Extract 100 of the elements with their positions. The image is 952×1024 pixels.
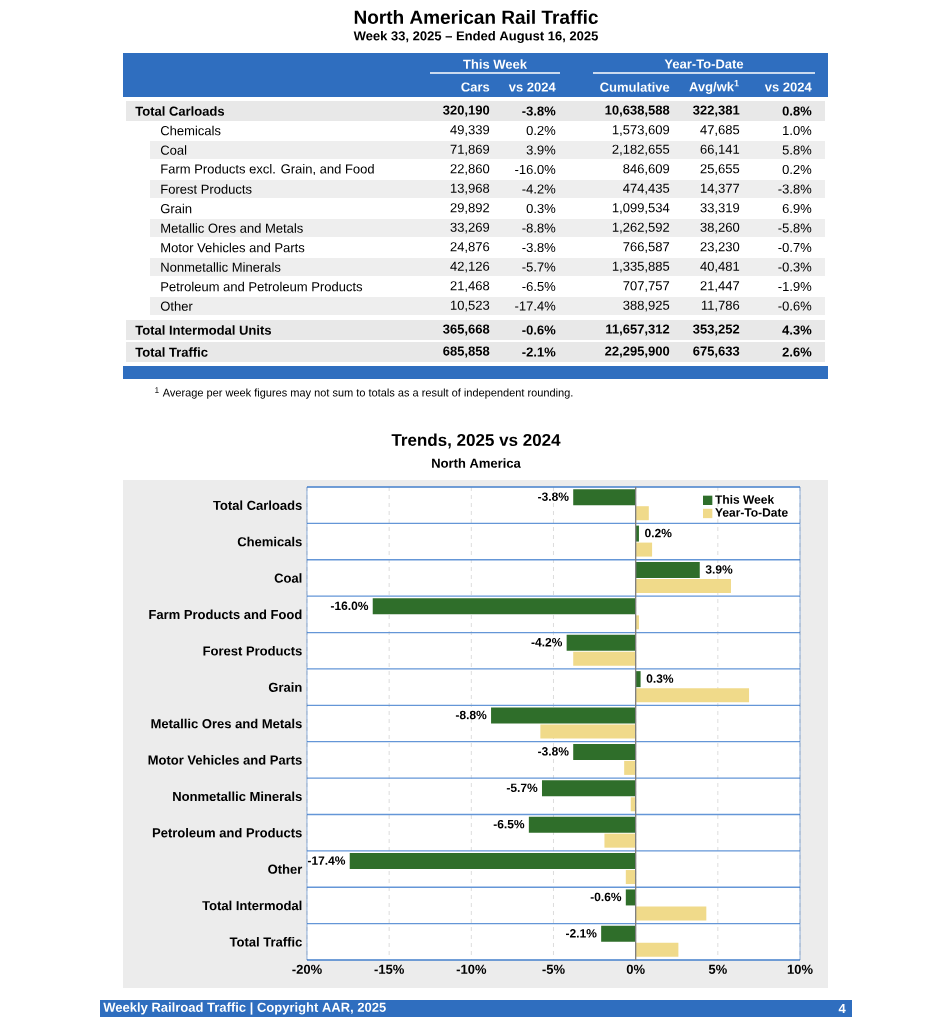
text: Year-To-Date [664,59,744,69]
text: 49,339 [450,125,490,136]
text: -5.8% [778,223,812,233]
text: -5.7% [522,262,556,272]
text: 846,609 [623,164,670,175]
y-tick-label: Coal [274,573,302,583]
text: -2.1% [522,347,556,357]
y-tick-label: Petroleum and Products [152,827,302,838]
text: 1.0% [783,125,812,136]
text: $^{1}$ Average per week figures may not sum to totals as a result of independent rounding. [155,387,573,399]
category-label: Petroleum and Petroleum Products [161,281,363,292]
text: 13,968 [450,183,490,195]
bar [601,925,636,942]
text: 0.8% [782,106,812,116]
text: 25,655 [700,164,740,175]
x-tick-label: -5% [542,964,565,974]
bar [635,671,641,688]
bar [624,760,636,775]
text: 675,633 [693,346,740,358]
text: 33,269 [450,222,490,234]
data-label: -2.1% [566,929,597,938]
text: 1,099,534 [612,203,670,214]
text: 707,757 [623,281,670,292]
text: -17.4% [515,301,556,311]
category-label: Farm Products excl. Grain, and Food [161,163,374,176]
y-tick-label: Other [268,864,303,874]
text: 4 [838,1004,846,1013]
text: 23,230 [700,242,740,253]
bar [635,506,649,521]
text: 1,335,885 [612,261,670,273]
data-label: 3.9% [705,565,733,574]
text: -8.8% [522,223,556,233]
text: -3.8% [778,184,812,194]
y-tick-label: Total Traffic [229,937,302,947]
text: 47,685 [700,125,740,136]
text: 5.8% [782,145,812,155]
text: This Week [463,59,528,69]
bar [635,906,707,921]
text: 0.3% [526,203,556,214]
data-label: -3.8% [538,492,569,501]
text: 4.3% [782,325,812,335]
text: 0.2% [782,164,812,175]
bar [491,707,636,724]
text: 3.9% [526,145,556,155]
text: 6.9% [782,203,812,214]
bar [635,578,731,593]
y-tick-label: Total Carloads [213,500,302,510]
text: 1,573,609 [612,125,670,136]
bar [625,870,636,885]
text: -3.8% [522,242,556,253]
y-tick-label: Forest Products [203,645,302,656]
data-label: -8.8% [455,710,487,720]
legend-label: This Week [715,494,775,504]
text: 685,858 [443,346,490,358]
category-label: Coal [160,145,187,155]
bar [541,780,636,797]
text: -0.6% [778,301,812,311]
category-label: Chemicals [160,125,221,136]
text: 11,786 [701,300,740,312]
bar [604,833,636,848]
text: 66,141 [700,144,740,156]
category-label: Total Traffic [135,347,208,357]
text: 388,925 [623,300,670,312]
text: 474,435 [623,183,670,195]
category-label: Forest Products [161,184,252,194]
x-tick-label: -10% [456,964,487,974]
text: -0.3% [778,262,812,272]
bar [625,889,636,906]
category-label: Other [160,301,193,311]
bar [528,816,636,833]
text: -16.0% [515,164,556,175]
chart-title: Trends, 2025 vs 2024 [391,433,561,449]
category-label: vs 2024 [764,82,812,92]
text: Weekly Railroad Traffic | Copyright AAR, 2025 [103,1002,386,1015]
text: 21,468 [450,281,490,292]
category-label: Total Carloads [135,106,225,116]
data-label: 0.2% [645,528,672,538]
x-tick-label: -15% [374,964,404,974]
category-label: Total Intermodal Units [135,325,271,335]
text: 2.6% [782,347,812,357]
y-tick-label: Metallic Ores and Metals [151,718,302,729]
data-label: -5.7% [506,783,538,793]
chart-subtitle: North America [432,458,521,468]
text: 2,182,655 [612,144,670,156]
bar [635,942,679,957]
text: 1,262,592 [612,222,670,234]
bar [349,853,636,870]
bar [540,724,636,739]
text: 353,252 [693,324,740,336]
bar [372,598,636,615]
text: -4.2% [522,184,556,194]
text: 766,587 [623,242,670,253]
text: -0.7% [778,242,812,253]
text: 71,869 [450,144,490,156]
bar [566,634,636,651]
data-label: -4.2% [531,638,563,647]
bar [635,688,750,703]
legend-label: Year-To-Date [715,508,788,517]
category-label: Cars [461,82,490,92]
text: 322,381 [693,105,740,117]
